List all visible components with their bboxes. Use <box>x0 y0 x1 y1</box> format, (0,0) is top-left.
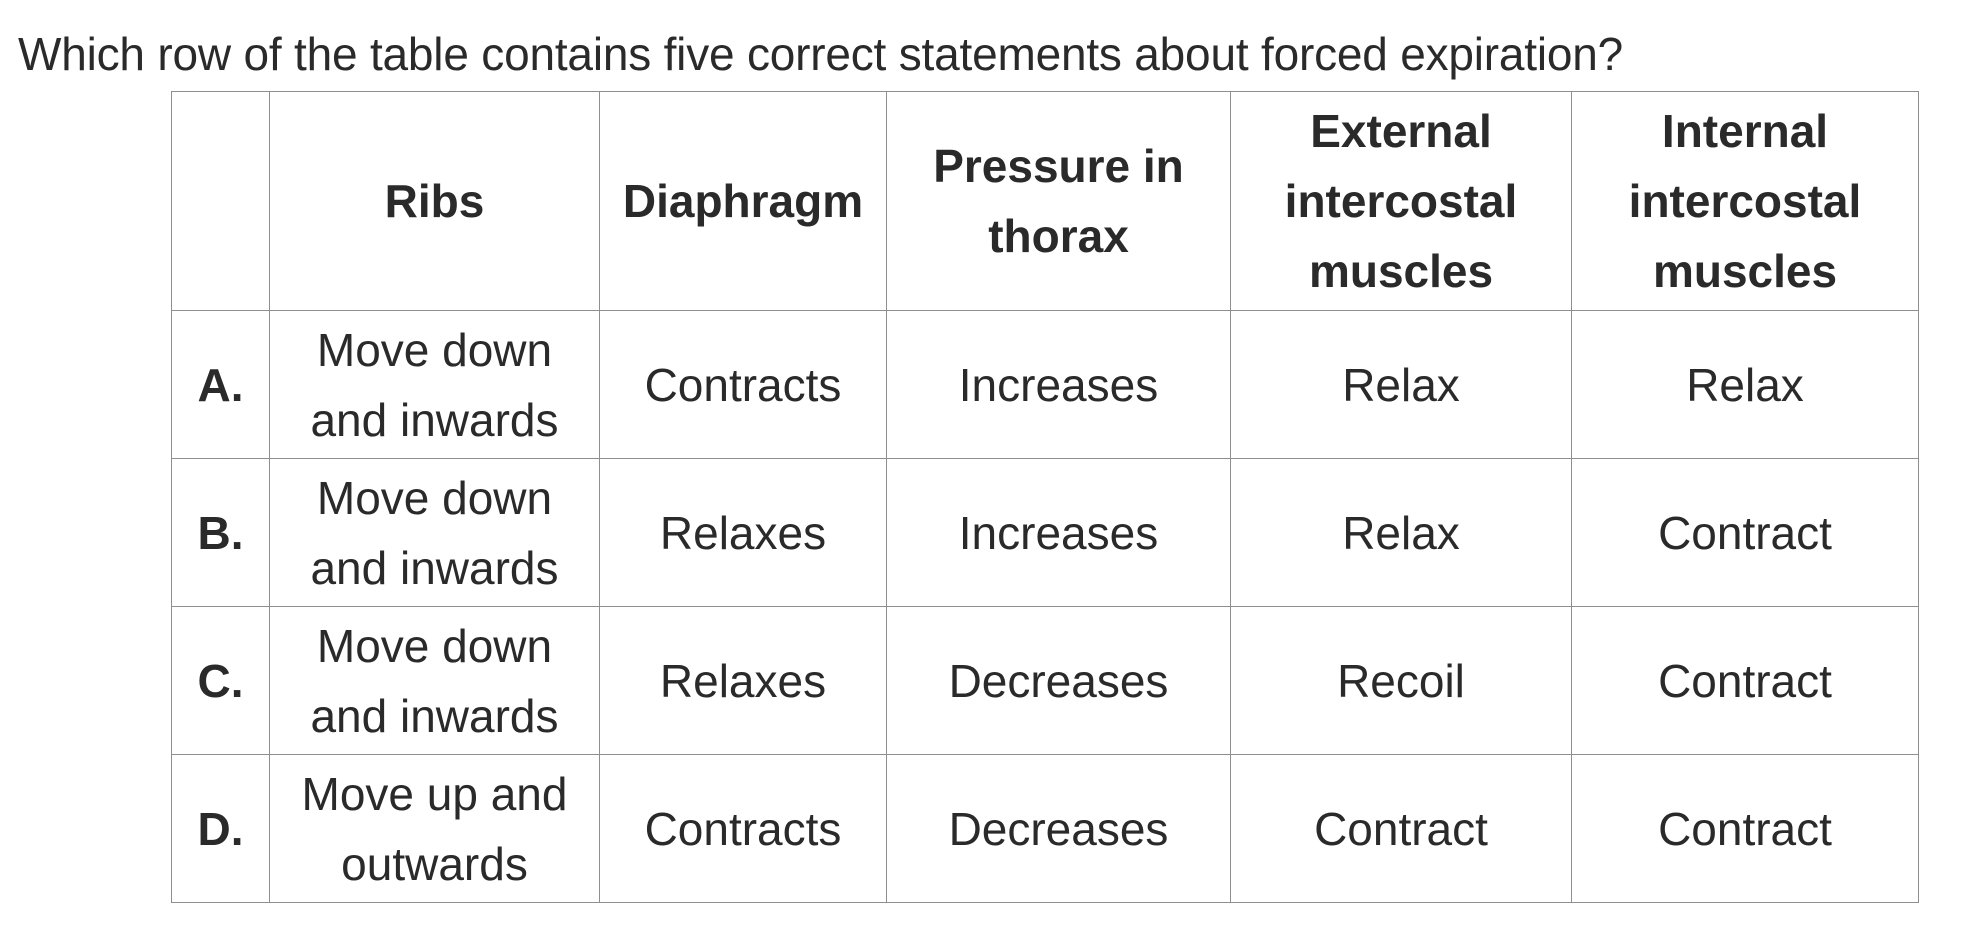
row-letter: C. <box>171 606 270 755</box>
table-row-b: B. Move down and inwards Relaxes Increas… <box>171 458 1919 607</box>
options-table: Ribs Diaphragm Pressure in thorax Extern… <box>171 91 1919 903</box>
cell-external: Relax <box>1230 310 1572 459</box>
cell-pressure: Increases <box>886 310 1231 459</box>
row-letter: B. <box>171 458 270 607</box>
cell-pressure: Decreases <box>886 606 1231 755</box>
cell-internal: Contract <box>1571 458 1919 607</box>
table-row-d: D. Move up and outwards Contracts Decrea… <box>171 754 1919 903</box>
question-text: Which row of the table contains five cor… <box>18 28 1624 80</box>
cell-diaphragm: Contracts <box>599 310 887 459</box>
header-ribs: Ribs <box>269 91 600 311</box>
cell-diaphragm: Relaxes <box>599 606 887 755</box>
header-pressure: Pressure in thorax <box>886 91 1231 311</box>
table-row-a: A. Move down and inwards Contracts Incre… <box>171 310 1919 459</box>
cell-diaphragm: Contracts <box>599 754 887 903</box>
table-header-row: Ribs Diaphragm Pressure in thorax Extern… <box>171 91 1919 311</box>
cell-external: Recoil <box>1230 606 1572 755</box>
cell-ribs: Move down and inwards <box>269 310 600 459</box>
header-external-intercostal: External intercostal muscles <box>1230 91 1572 311</box>
cell-external: Relax <box>1230 458 1572 607</box>
cell-internal: Contract <box>1571 606 1919 755</box>
row-letter: A. <box>171 310 270 459</box>
cell-ribs: Move down and inwards <box>269 458 600 607</box>
cell-ribs: Move up and outwards <box>269 754 600 903</box>
header-diaphragm: Diaphragm <box>599 91 887 311</box>
cell-internal: Contract <box>1571 754 1919 903</box>
row-letter: D. <box>171 754 270 903</box>
cell-pressure: Increases <box>886 458 1231 607</box>
cell-pressure: Decreases <box>886 754 1231 903</box>
cell-ribs: Move down and inwards <box>269 606 600 755</box>
table-row-c: C. Move down and inwards Relaxes Decreas… <box>171 606 1919 755</box>
header-internal-intercostal: Internal intercostal muscles <box>1571 91 1919 311</box>
cell-diaphragm: Relaxes <box>599 458 887 607</box>
header-blank <box>171 91 270 311</box>
cell-external: Contract <box>1230 754 1572 903</box>
cell-internal: Relax <box>1571 310 1919 459</box>
